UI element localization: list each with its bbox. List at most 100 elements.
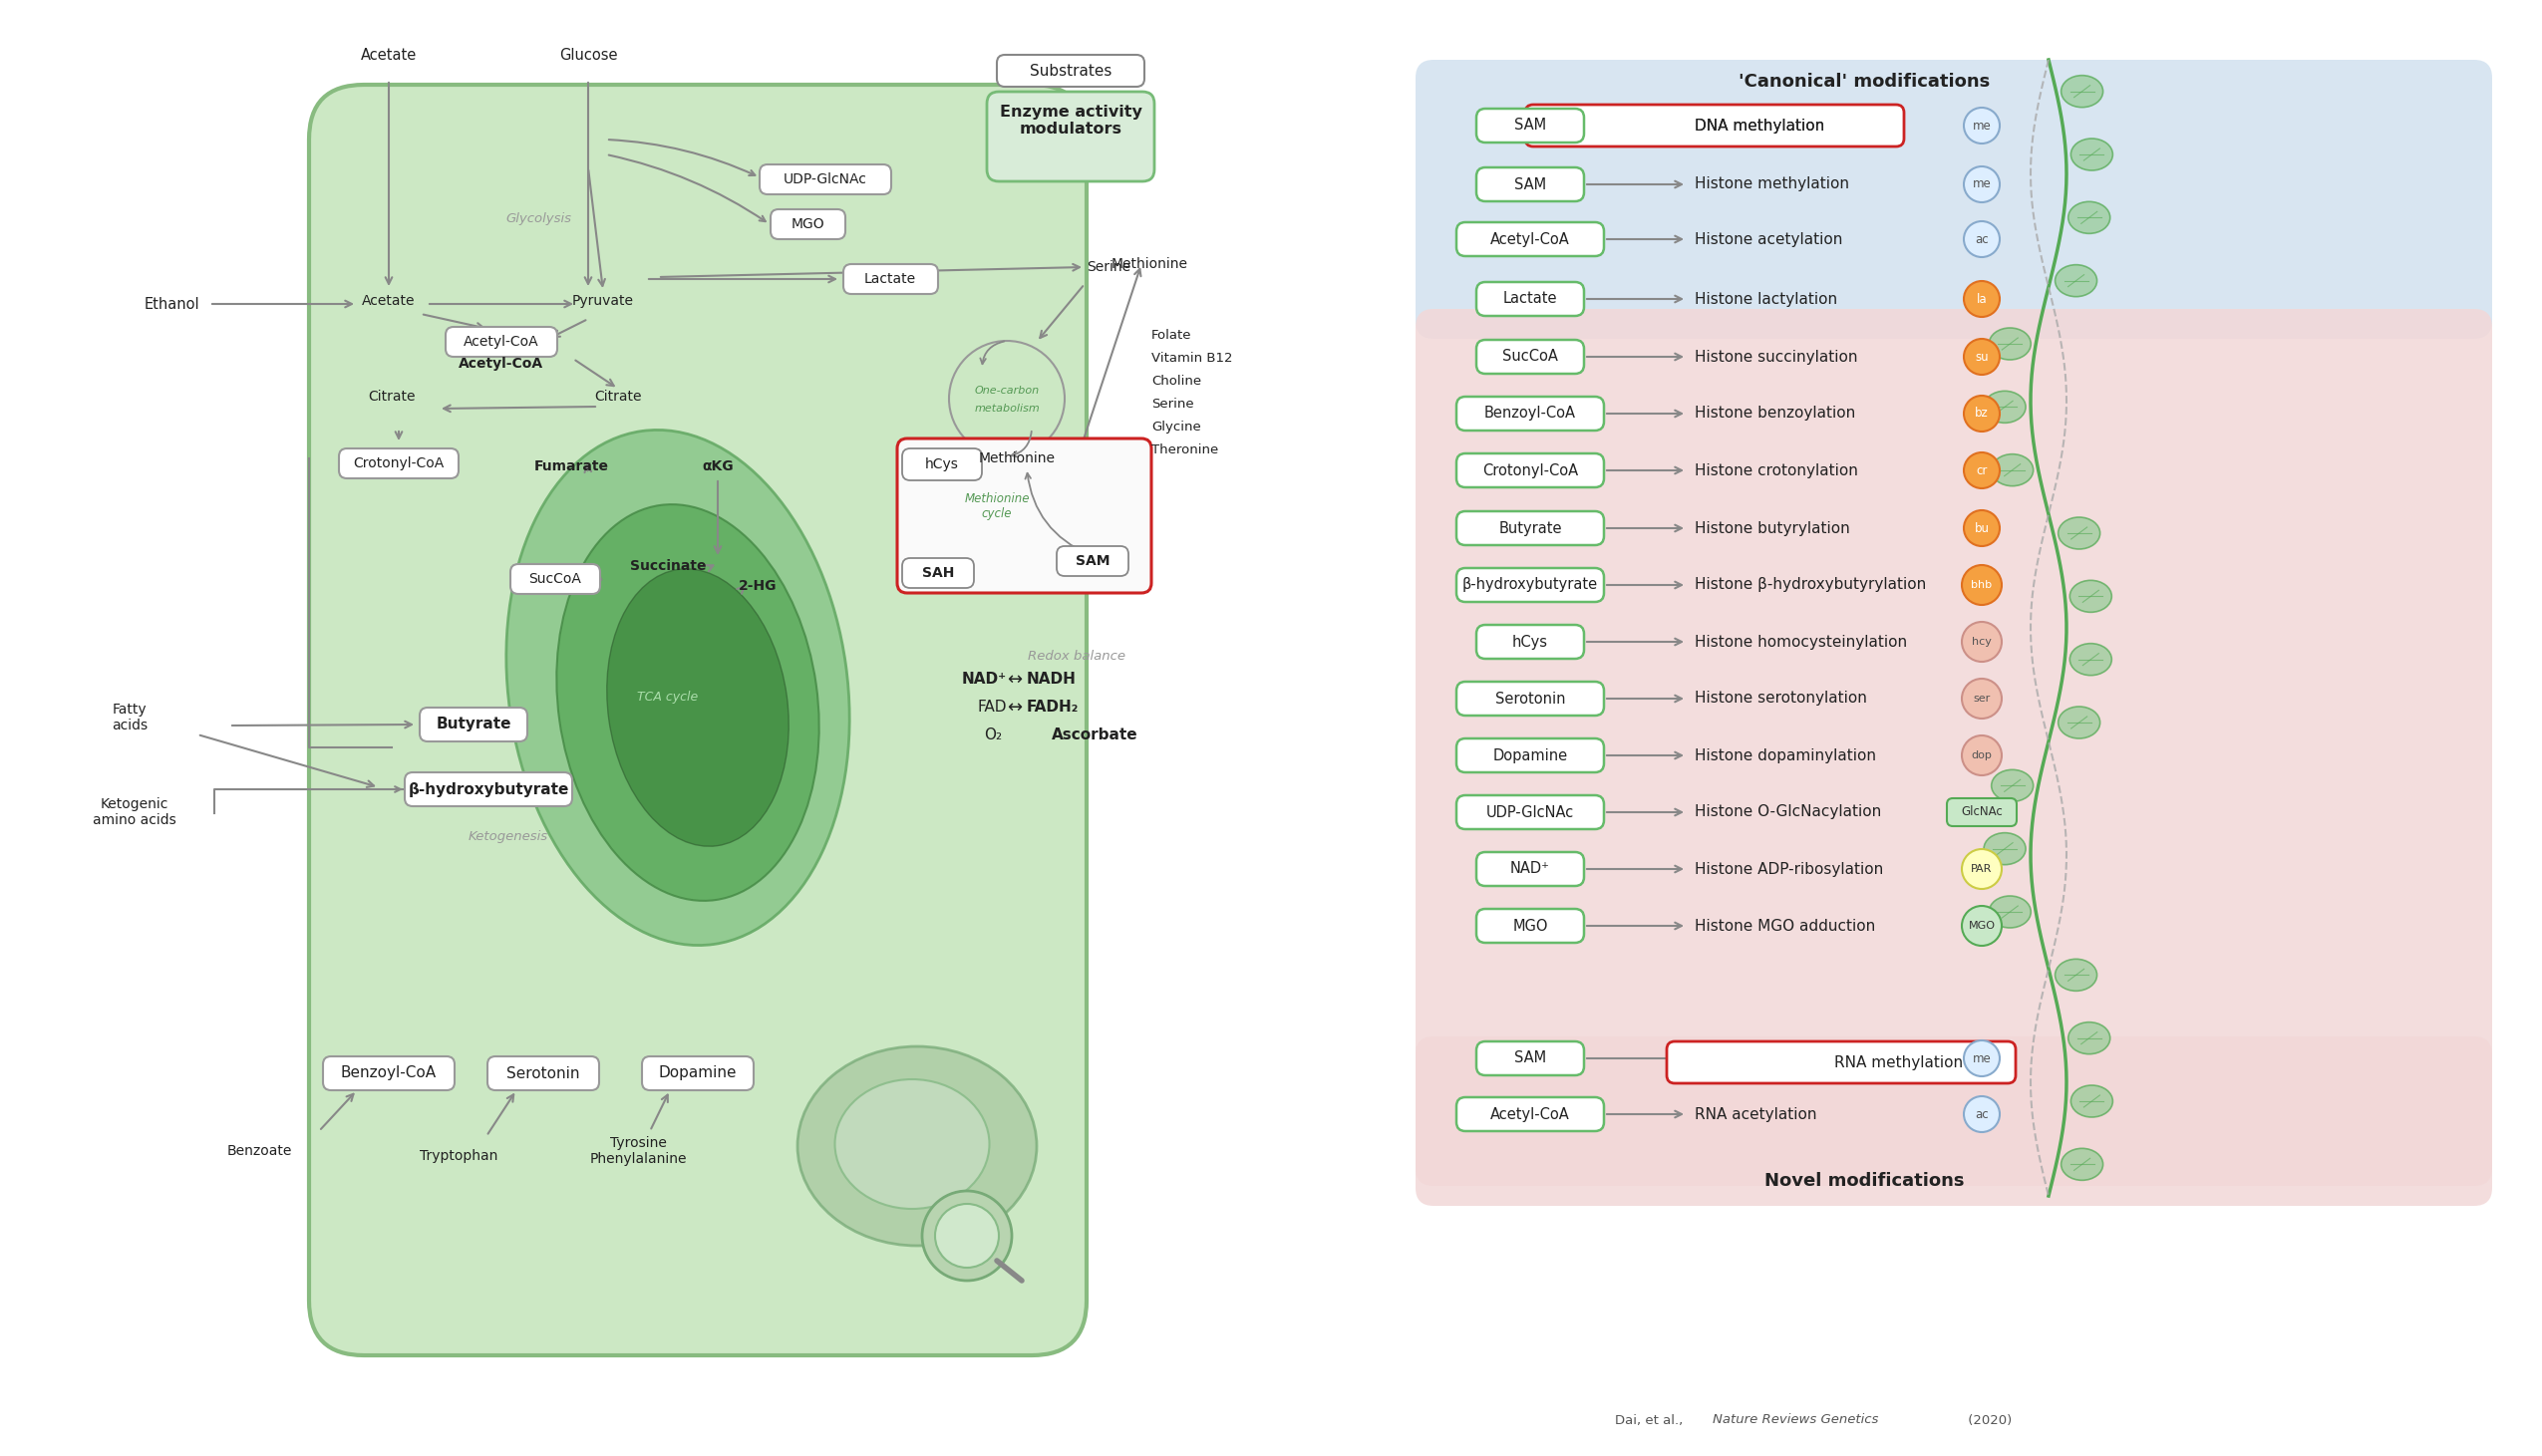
Text: Substrates: Substrates [1030, 63, 1111, 79]
Text: Glucose: Glucose [559, 48, 618, 63]
Text: su: su [1975, 351, 1988, 363]
Ellipse shape [506, 430, 849, 945]
FancyBboxPatch shape [986, 92, 1154, 182]
FancyBboxPatch shape [1477, 167, 1584, 201]
Text: Ketogenesis: Ketogenesis [468, 830, 549, 843]
Text: hCys: hCys [1512, 635, 1548, 649]
Ellipse shape [2059, 706, 2100, 738]
Circle shape [1962, 622, 2001, 661]
FancyBboxPatch shape [1525, 105, 1904, 147]
Text: Serotonin: Serotonin [506, 1066, 580, 1080]
Text: β-hydroxybutyrate: β-hydroxybutyrate [1462, 578, 1599, 593]
Text: ser: ser [1973, 693, 1990, 703]
Text: RNA acetylation: RNA acetylation [1696, 1107, 1818, 1121]
FancyBboxPatch shape [1457, 568, 1604, 601]
Ellipse shape [2062, 76, 2102, 108]
Text: Butyrate: Butyrate [1500, 521, 1561, 536]
Text: Acetate: Acetate [361, 294, 414, 307]
Text: Benzoyl-CoA: Benzoyl-CoA [1485, 406, 1576, 421]
Circle shape [1965, 396, 2001, 431]
Text: GlcNAc: GlcNAc [1960, 805, 2003, 818]
Ellipse shape [2069, 644, 2112, 676]
Text: Methionine: Methionine [963, 492, 1030, 505]
Text: SAM: SAM [1515, 118, 1546, 132]
Text: MGO: MGO [1968, 920, 1995, 930]
Text: me: me [1973, 178, 1990, 191]
FancyBboxPatch shape [770, 210, 846, 239]
Text: 'Canonical' modifications: 'Canonical' modifications [1739, 73, 1990, 90]
Text: Ascorbate: Ascorbate [1052, 728, 1139, 743]
Text: Citrate: Citrate [369, 390, 414, 403]
Circle shape [1965, 453, 2001, 488]
Circle shape [1965, 221, 2001, 258]
Circle shape [1962, 678, 2001, 718]
Text: Histone methylation: Histone methylation [1696, 176, 1848, 192]
FancyBboxPatch shape [1477, 909, 1584, 943]
FancyBboxPatch shape [1457, 738, 1604, 772]
Text: Lactate: Lactate [864, 272, 915, 285]
Text: RNA methylation: RNA methylation [1696, 1051, 1823, 1066]
Text: Citrate: Citrate [595, 390, 641, 403]
Text: Acetyl-CoA: Acetyl-CoA [1490, 1107, 1571, 1121]
Text: la: la [1978, 293, 1988, 306]
Text: DNA methylation: DNA methylation [1696, 118, 1825, 132]
Text: NAD⁺: NAD⁺ [1510, 862, 1551, 877]
FancyBboxPatch shape [310, 84, 1085, 1356]
Text: Fatty
acids: Fatty acids [112, 702, 147, 732]
Text: Histone serotonylation: Histone serotonylation [1696, 692, 1866, 706]
Text: SAM: SAM [1075, 555, 1111, 568]
Ellipse shape [2059, 517, 2100, 549]
Circle shape [1965, 281, 2001, 317]
Text: Acetyl-CoA: Acetyl-CoA [463, 335, 539, 349]
Circle shape [1965, 108, 2001, 144]
Text: Fumarate: Fumarate [534, 460, 608, 473]
Text: Choline: Choline [1152, 374, 1202, 387]
FancyBboxPatch shape [1416, 309, 2491, 1206]
Text: DNA methylation: DNA methylation [1696, 118, 1825, 132]
FancyBboxPatch shape [445, 328, 557, 357]
FancyBboxPatch shape [1057, 546, 1129, 577]
Text: Ethanol: Ethanol [145, 297, 198, 312]
Circle shape [1962, 565, 2001, 604]
Text: Histone homocysteinylation: Histone homocysteinylation [1696, 635, 1906, 649]
Text: cycle: cycle [981, 507, 1012, 520]
Text: SucCoA: SucCoA [1502, 349, 1558, 364]
Text: Dopamine: Dopamine [658, 1066, 737, 1080]
Text: Histone ADP-ribosylation: Histone ADP-ribosylation [1696, 862, 1884, 877]
Text: Benzoate: Benzoate [226, 1144, 292, 1158]
Text: One-carbon: One-carbon [974, 386, 1040, 396]
FancyBboxPatch shape [1457, 396, 1604, 431]
Circle shape [1965, 166, 2001, 202]
FancyBboxPatch shape [643, 1057, 752, 1091]
Text: Novel modifications: Novel modifications [1764, 1172, 1965, 1190]
FancyBboxPatch shape [1457, 453, 1604, 488]
Ellipse shape [1990, 454, 2034, 486]
Text: Acetate: Acetate [361, 48, 417, 63]
Ellipse shape [2072, 1085, 2112, 1117]
Ellipse shape [1983, 833, 2026, 865]
Text: ↔: ↔ [1007, 699, 1022, 716]
Text: SAM: SAM [1515, 176, 1546, 192]
Ellipse shape [2072, 138, 2112, 170]
Text: Histone β-hydroxybutyrylation: Histone β-hydroxybutyrylation [1696, 578, 1927, 593]
Circle shape [1965, 510, 2001, 546]
Circle shape [1965, 1041, 2001, 1076]
FancyBboxPatch shape [1457, 795, 1604, 828]
Text: RNA methylation: RNA methylation [1835, 1056, 1962, 1070]
Text: SAM: SAM [1515, 1051, 1546, 1066]
FancyBboxPatch shape [902, 558, 974, 588]
Text: MGO: MGO [1512, 919, 1548, 933]
Text: FADH₂: FADH₂ [1027, 700, 1078, 715]
Text: ac: ac [1975, 1108, 1988, 1121]
Text: ↔: ↔ [1007, 671, 1022, 689]
FancyBboxPatch shape [511, 563, 600, 594]
Text: Histone dopaminylation: Histone dopaminylation [1696, 748, 1876, 763]
Circle shape [923, 1191, 1012, 1281]
FancyBboxPatch shape [338, 448, 458, 479]
Text: SAH: SAH [923, 566, 953, 579]
Text: metabolism: metabolism [974, 403, 1040, 414]
Text: Glycolysis: Glycolysis [506, 213, 572, 226]
Text: Succinate: Succinate [630, 559, 707, 574]
Text: Serine: Serine [1152, 397, 1195, 411]
FancyBboxPatch shape [1457, 511, 1604, 545]
